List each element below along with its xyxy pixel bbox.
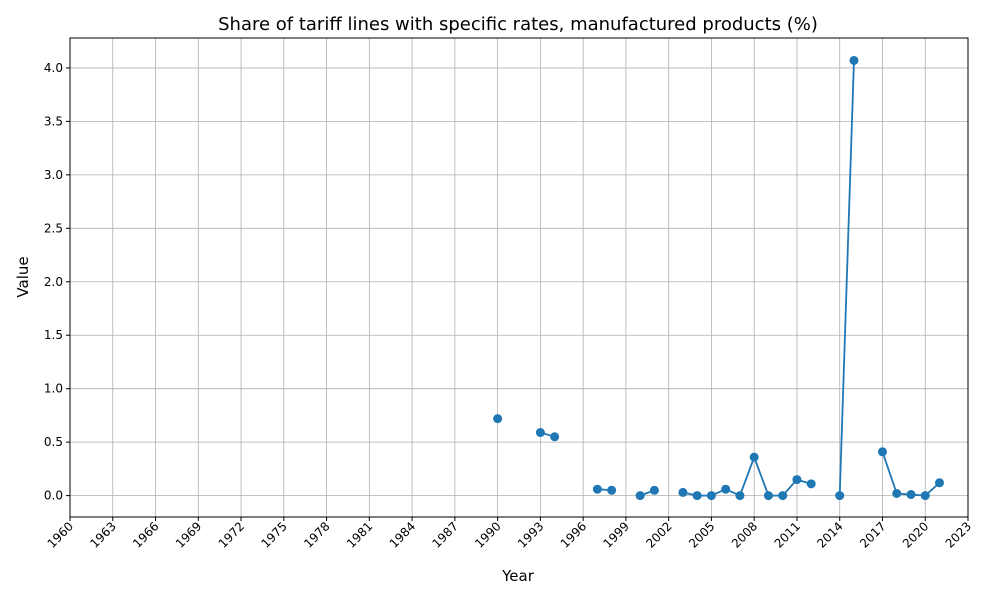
- data-point: [649, 485, 659, 495]
- x-tick-label: 1984: [387, 519, 418, 550]
- x-tick-label: 1987: [429, 519, 460, 550]
- data-point: [792, 475, 802, 485]
- series-line-segment: [753, 456, 770, 496]
- data-point: [749, 452, 759, 462]
- data-point: [849, 55, 859, 65]
- data-point: [592, 484, 602, 494]
- y-axis-label: Value: [14, 256, 32, 297]
- x-tick-label: 1966: [130, 519, 161, 550]
- x-axis-ticks: 1960 1963 1966 1969 1972 1975 1978 1981 1984 1987…: [45, 517, 974, 551]
- y-tick-label: 1.5: [44, 328, 63, 342]
- data-point: [877, 447, 887, 457]
- data-series: [493, 55, 944, 501]
- data-point: [735, 491, 745, 501]
- data-point: [550, 432, 560, 442]
- y-tick-label: 3.5: [44, 114, 63, 128]
- plot-area-frame: [69, 37, 969, 518]
- y-tick-label: 1.0: [44, 382, 63, 396]
- series-line-segment: [739, 456, 756, 496]
- x-tick-label: 2023: [943, 519, 974, 550]
- y-tick-label: 2.5: [44, 221, 63, 235]
- data-point: [835, 491, 845, 501]
- x-tick-label: 1975: [258, 519, 289, 550]
- x-tick-label: 1993: [515, 519, 546, 550]
- data-point: [607, 485, 617, 495]
- x-tick-label: 2020: [900, 519, 931, 550]
- x-tick-label: 1990: [472, 519, 503, 550]
- x-tick-label: 2014: [814, 519, 845, 550]
- y-tick-label: 0.5: [44, 435, 63, 449]
- y-axis-ticks: 0.0 0.5 1.0 1.5 2.0 2.5 3.0 3.5 4.0: [44, 61, 70, 503]
- x-tick-label: 1972: [216, 519, 247, 550]
- x-tick-label: 1963: [87, 519, 118, 550]
- x-tick-label: 2008: [729, 519, 760, 550]
- data-point: [763, 491, 773, 501]
- data-point: [493, 414, 503, 424]
- data-point: [535, 428, 545, 438]
- data-point: [778, 491, 788, 501]
- x-tick-label: 2002: [643, 519, 674, 550]
- x-tick-label: 1999: [601, 519, 632, 550]
- chart-title: Share of tariff lines with specific rate…: [218, 14, 818, 35]
- data-point: [934, 478, 944, 488]
- data-point: [678, 487, 688, 497]
- y-tick-label: 4.0: [44, 61, 63, 75]
- x-tick-label: 1969: [173, 519, 204, 550]
- y-tick-label: 3.0: [44, 168, 63, 182]
- x-tick-label: 2017: [857, 519, 888, 550]
- grid-lines: [69, 38, 969, 517]
- data-point: [706, 491, 716, 501]
- data-point: [692, 491, 702, 501]
- x-tick-label: 2011: [772, 519, 803, 550]
- x-tick-label: 1978: [301, 519, 332, 550]
- data-point: [806, 479, 816, 489]
- x-tick-label: 1981: [344, 519, 375, 550]
- y-tick-label: 2.0: [44, 275, 63, 289]
- data-point: [906, 490, 916, 500]
- series-line-segment: [881, 451, 898, 494]
- data-point: [635, 491, 645, 501]
- series-line-segment: [838, 60, 855, 496]
- data-point: [920, 491, 930, 501]
- data-point: [721, 484, 731, 494]
- x-tick-label: 1996: [558, 519, 589, 550]
- data-point: [892, 488, 902, 498]
- y-tick-label: 0.0: [44, 489, 63, 503]
- x-axis-label: Year: [501, 567, 535, 585]
- x-tick-label: 2005: [686, 519, 717, 550]
- x-tick-label: 1960: [45, 519, 76, 550]
